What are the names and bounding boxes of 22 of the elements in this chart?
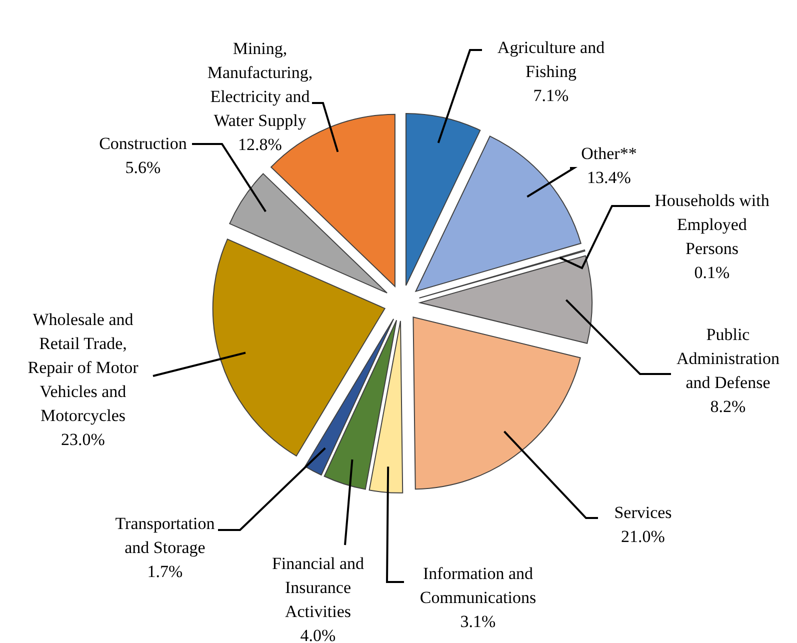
slice-label: Wholesale and Retail Trade, Repair of Motor Vehicles and Motorcycles (28, 310, 139, 425)
slice-label: Information and Communications (420, 564, 536, 607)
data-label: 13.4% (587, 168, 631, 187)
data-label: 12.8% (238, 135, 282, 154)
data-label: 1.7% (147, 562, 183, 581)
slice-label: Households with Employed Persons (654, 191, 770, 258)
data-label: 5.6% (125, 158, 161, 177)
data-label: 8.2% (710, 397, 746, 416)
data-label: 7.1% (533, 86, 569, 105)
slice-label: Construction (99, 134, 188, 153)
data-label: 23.0% (61, 430, 105, 449)
slice-label: Other** (581, 144, 637, 163)
slice-label: Financial and Insurance Activities (272, 554, 365, 621)
data-label: 3.1% (460, 612, 496, 631)
data-label: 0.1% (694, 263, 730, 282)
slice-label: Public Administration and Defense (676, 325, 780, 392)
data-label: 21.0% (621, 527, 665, 546)
slice-label: Services (614, 503, 672, 522)
slice-label: Transportation and Storage (115, 514, 216, 557)
data-label: 4.0% (300, 626, 336, 643)
slice-label: Mining, Manufacturing, Electricity and Water Supply (207, 39, 313, 130)
slice-label: Agriculture and Fishing (497, 38, 606, 81)
